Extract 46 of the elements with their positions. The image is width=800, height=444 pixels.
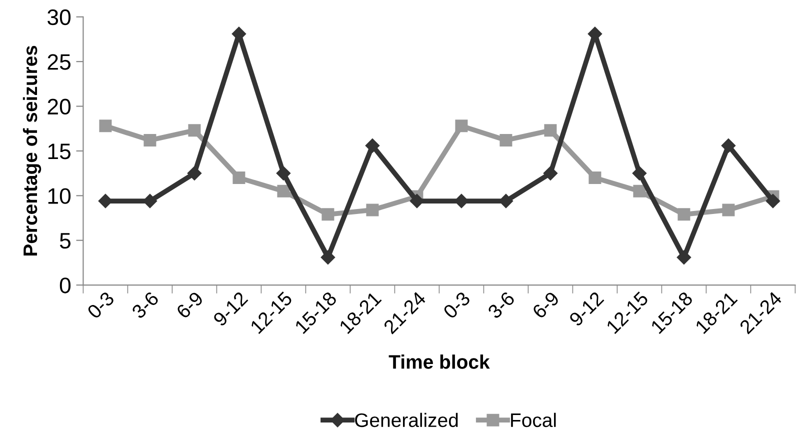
point <box>498 194 514 208</box>
x-tick-label: 3-6 <box>130 290 160 320</box>
point <box>676 250 692 264</box>
x-axis-title: Time block <box>388 354 490 369</box>
y-tick-label: 0 <box>60 278 71 294</box>
point <box>543 166 558 180</box>
point <box>588 172 602 184</box>
point <box>632 166 647 180</box>
legend-label: Focal <box>511 412 556 428</box>
point <box>721 138 736 153</box>
y-tick-label: 10 <box>48 188 71 204</box>
y-tick-label: 15 <box>48 144 70 160</box>
point <box>455 120 468 132</box>
point <box>277 184 290 198</box>
point <box>454 194 469 208</box>
x-tick-label: 0-3 <box>86 290 115 320</box>
point <box>766 194 780 208</box>
point <box>142 194 158 208</box>
legend-label: Generalized <box>355 412 458 428</box>
point <box>365 138 380 153</box>
point <box>544 124 557 137</box>
point <box>99 120 112 132</box>
point <box>98 194 113 208</box>
x-tick-label: 0-3 <box>442 290 471 320</box>
point <box>320 250 336 264</box>
x-tick-label: 9-12 <box>212 290 248 327</box>
y-tick-label: 25 <box>48 54 70 70</box>
point <box>678 208 690 221</box>
y-tick-label: 5 <box>60 233 70 249</box>
point <box>322 208 334 221</box>
x-tick-label: 3-6 <box>486 290 516 320</box>
point <box>187 166 202 180</box>
point <box>633 184 646 198</box>
point <box>366 204 379 216</box>
point <box>144 134 156 146</box>
x-tick-label: 9-12 <box>568 290 604 327</box>
x-tick-label: 6-9 <box>176 290 204 320</box>
point <box>188 124 201 137</box>
x-tick-label: 6-9 <box>532 290 560 320</box>
point <box>232 172 246 184</box>
y-tick-label: 30 <box>48 9 71 26</box>
y-axis-title: Percentage of seizures <box>22 46 42 256</box>
point <box>500 134 512 146</box>
y-tick-label: 20 <box>48 98 71 115</box>
point <box>276 166 291 180</box>
point <box>722 204 735 216</box>
